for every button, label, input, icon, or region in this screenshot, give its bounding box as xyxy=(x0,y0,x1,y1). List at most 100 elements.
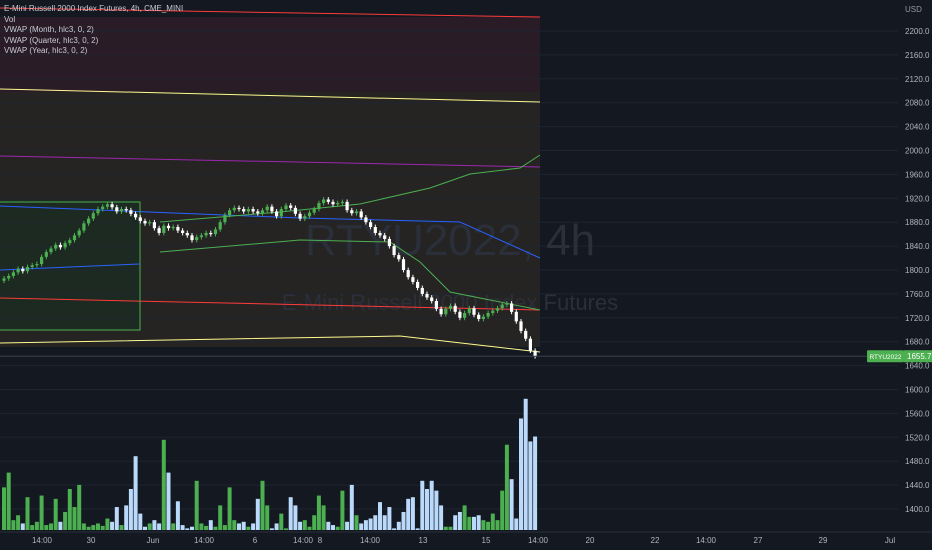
candle-body xyxy=(21,268,25,272)
candle-body xyxy=(2,278,6,281)
candle-body xyxy=(331,201,335,205)
candle-body xyxy=(514,311,518,322)
volume-bar xyxy=(378,502,382,530)
candle-body xyxy=(519,321,523,331)
volume-bar xyxy=(241,521,246,530)
volume-bar xyxy=(20,523,25,530)
indicator-volume[interactable]: Vol xyxy=(4,14,16,24)
volume-bar xyxy=(114,507,119,530)
volume-bar xyxy=(227,487,232,530)
last-price-value: 1655.7 xyxy=(907,352,932,361)
candle-body xyxy=(157,228,161,233)
candle-body xyxy=(322,199,326,204)
volume-bar xyxy=(284,528,288,530)
year-vwap-line xyxy=(0,155,541,168)
volume-bar xyxy=(420,480,425,530)
candle-body xyxy=(317,203,321,210)
volume-bar xyxy=(161,439,166,530)
candle-body xyxy=(162,225,166,233)
volume-bar xyxy=(528,441,533,530)
time-tick-label: 6 xyxy=(253,536,258,545)
volume-bar xyxy=(509,479,514,530)
volume-bar xyxy=(490,513,495,530)
volume-bar xyxy=(523,398,528,530)
month-vwap-upper xyxy=(0,201,141,331)
indicator-vwap-quarter[interactable]: VWAP (Quarter, hlc3, 0, 2) xyxy=(4,35,99,45)
volume-bar xyxy=(312,515,317,530)
volume-bar xyxy=(434,490,439,530)
candle-body xyxy=(256,211,260,214)
volume-bar xyxy=(91,525,96,530)
volume-bar xyxy=(138,513,143,530)
candle-body xyxy=(373,226,377,233)
candle-body xyxy=(364,217,368,223)
time-tick-label: 14:00 xyxy=(528,536,549,545)
volume-bar xyxy=(246,526,251,530)
volume-bar xyxy=(326,521,331,530)
candle-body xyxy=(275,211,279,217)
volume-bar xyxy=(387,507,392,530)
candle-body xyxy=(11,272,15,276)
indicator-vwap-month[interactable]: VWAP (Month, hlc3, 0, 2) xyxy=(4,25,94,34)
candle-body xyxy=(448,305,453,309)
volume-bar xyxy=(2,487,6,530)
time-tick-label: 14:00 xyxy=(360,536,381,545)
price-tick-label: 2040.0 xyxy=(905,123,930,132)
time-tick-label: 14:00 xyxy=(696,536,717,545)
candle-body xyxy=(303,216,307,219)
volume-bar xyxy=(345,521,350,530)
candle-body xyxy=(68,240,72,244)
volume-bar xyxy=(392,528,397,530)
candle-body xyxy=(336,203,340,205)
volume-bar xyxy=(34,521,39,530)
candle-body xyxy=(472,308,476,315)
candle-body xyxy=(232,207,236,211)
volume-bar xyxy=(279,513,284,530)
candle-body xyxy=(510,303,514,312)
candle-body xyxy=(251,209,255,212)
last-price-symbol-tag xyxy=(867,350,904,363)
candle-body xyxy=(223,215,227,223)
volume-bar xyxy=(185,528,190,530)
volume-bar xyxy=(298,521,303,530)
volume-bar xyxy=(359,523,364,530)
volume-bar xyxy=(49,523,53,530)
time-tick-label: 30 xyxy=(87,536,96,545)
volume-bar xyxy=(77,484,82,530)
volume-bar xyxy=(171,523,176,530)
volume-bar xyxy=(218,505,223,530)
volume-bar xyxy=(533,436,538,530)
volume-bar xyxy=(443,526,448,530)
candle-body xyxy=(279,209,283,217)
volume-bar xyxy=(439,505,444,530)
candle-body xyxy=(124,209,128,211)
candle-body xyxy=(30,265,34,268)
price-tick-label: 2080.0 xyxy=(905,99,930,108)
last-price-symbol: RTYU2022 xyxy=(869,354,901,361)
candle-body xyxy=(495,308,500,311)
candle-body xyxy=(171,226,175,229)
volume-bar xyxy=(63,511,68,530)
candle-body xyxy=(528,338,532,351)
indicator-vwap-year[interactable]: VWAP (Year, hlc3, 0, 2) xyxy=(4,46,88,55)
candle-body xyxy=(524,330,528,339)
candle-body xyxy=(101,206,105,210)
candle-body xyxy=(87,218,91,224)
volume-bar xyxy=(349,484,354,530)
candle-body xyxy=(148,222,152,224)
volume-bar xyxy=(251,523,256,530)
candle-body xyxy=(63,243,67,248)
volume-bar xyxy=(119,525,124,530)
candle-body xyxy=(77,230,81,236)
volume-bar xyxy=(265,505,270,530)
volume-bar xyxy=(199,523,204,530)
candle-body xyxy=(213,229,218,235)
candle-body xyxy=(119,209,124,212)
volume-bar xyxy=(401,511,406,530)
candle-body xyxy=(40,256,44,265)
candle-body xyxy=(387,238,391,247)
volume-bar xyxy=(500,490,505,530)
price-tick-label: 1400.0 xyxy=(905,505,930,514)
candle-body xyxy=(270,206,274,212)
